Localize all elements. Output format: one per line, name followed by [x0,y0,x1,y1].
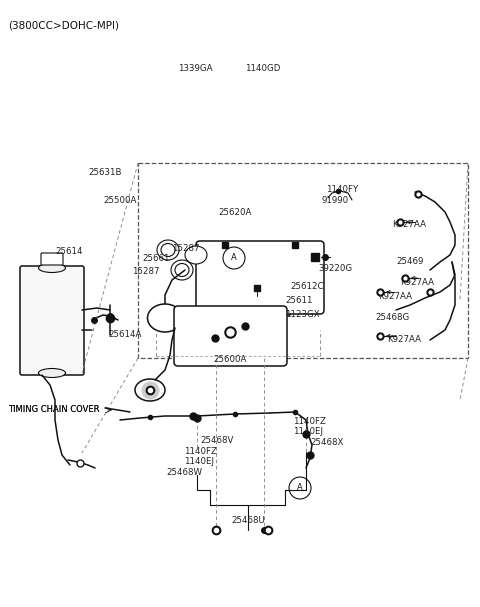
Text: 39220G: 39220G [318,264,352,273]
Text: 15287: 15287 [172,244,200,253]
Ellipse shape [245,276,283,292]
Text: K927AA: K927AA [387,335,421,344]
Text: 1140GD: 1140GD [245,64,281,73]
Text: 1140FZ: 1140FZ [293,417,326,426]
Text: 25631B: 25631B [88,168,121,177]
Text: 25661: 25661 [142,254,169,263]
Text: 1123GX: 1123GX [285,310,320,319]
Text: 1140FY: 1140FY [326,185,358,194]
FancyBboxPatch shape [41,253,63,265]
Bar [138,163,468,358]
Text: 25468W: 25468W [166,468,202,477]
Text: 25620A: 25620A [218,208,252,217]
FancyBboxPatch shape [240,288,291,316]
FancyBboxPatch shape [174,306,287,366]
Text: 25469: 25469 [396,257,423,266]
Ellipse shape [38,263,65,273]
Text: K927AA: K927AA [400,278,434,287]
Text: (3800CC>DOHC-MPI): (3800CC>DOHC-MPI) [8,20,119,30]
Text: 1140EJ: 1140EJ [293,427,323,436]
Text: 91990: 91990 [322,196,349,205]
Text: TIMING CHAIN COVER: TIMING CHAIN COVER [8,405,99,415]
Ellipse shape [147,304,182,332]
Ellipse shape [175,263,189,277]
Ellipse shape [38,368,65,378]
Ellipse shape [161,243,175,257]
Text: K927AA: K927AA [378,292,412,301]
FancyBboxPatch shape [20,266,84,375]
Text: 1140FZ: 1140FZ [184,447,217,456]
Text: 25612C: 25612C [290,282,324,291]
Text: 25468V: 25468V [200,436,233,445]
Text: 1339GA: 1339GA [178,64,212,73]
Text: 15287: 15287 [132,267,159,276]
Ellipse shape [135,379,165,401]
Text: A: A [297,484,303,492]
Text: 25468U: 25468U [231,516,265,525]
Text: K927AA: K927AA [392,220,426,229]
Text: TIMING CHAIN COVER: TIMING CHAIN COVER [8,405,99,415]
Text: A: A [231,254,237,262]
Text: 25500A: 25500A [103,196,136,205]
Text: 25614: 25614 [55,247,83,256]
FancyBboxPatch shape [196,241,324,314]
Text: 25611: 25611 [285,296,312,305]
Text: 25468G: 25468G [375,313,409,322]
Text: 25614A: 25614A [108,330,142,339]
Text: 1140EJ: 1140EJ [184,457,214,466]
Text: 25468X: 25468X [310,438,343,447]
Text: 25600A: 25600A [213,355,246,364]
Ellipse shape [185,246,207,264]
